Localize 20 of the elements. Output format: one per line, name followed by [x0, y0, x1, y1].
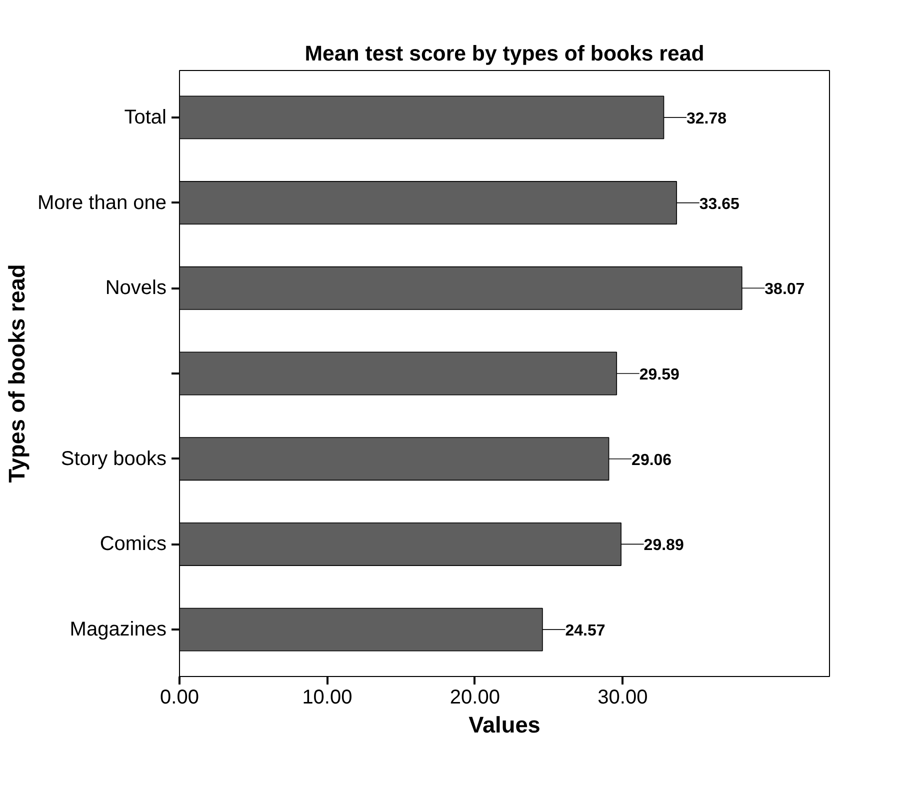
y-axis-title: Types of books read	[4, 264, 30, 483]
data-label: 32.78	[686, 110, 727, 128]
chart-title: Mean test score by types of books read	[304, 42, 704, 66]
y-tick-label: More than one	[38, 192, 167, 214]
x-tick-label: 0.00	[160, 686, 199, 708]
data-label: 29.59	[639, 366, 680, 384]
y-tick-label: Total	[124, 106, 167, 128]
data-label: 38.07	[764, 281, 805, 298]
x-tick-label: 30.00	[598, 686, 648, 708]
data-label: 24.57	[565, 622, 606, 640]
x-axis-title: Values	[468, 712, 540, 738]
y-tick-label: Story books	[60, 448, 167, 470]
x-tick-label: 20.00	[450, 686, 500, 708]
y-tick-label: Magazines	[70, 618, 166, 641]
y-tick-label: Comics	[100, 533, 166, 556]
x-tick-label: 10.00	[302, 686, 352, 708]
data-label: 33.65	[699, 196, 740, 213]
data-label: 29.06	[632, 452, 672, 469]
y-tick-label: Novels	[105, 277, 167, 300]
data-label: 29.89	[644, 537, 684, 554]
